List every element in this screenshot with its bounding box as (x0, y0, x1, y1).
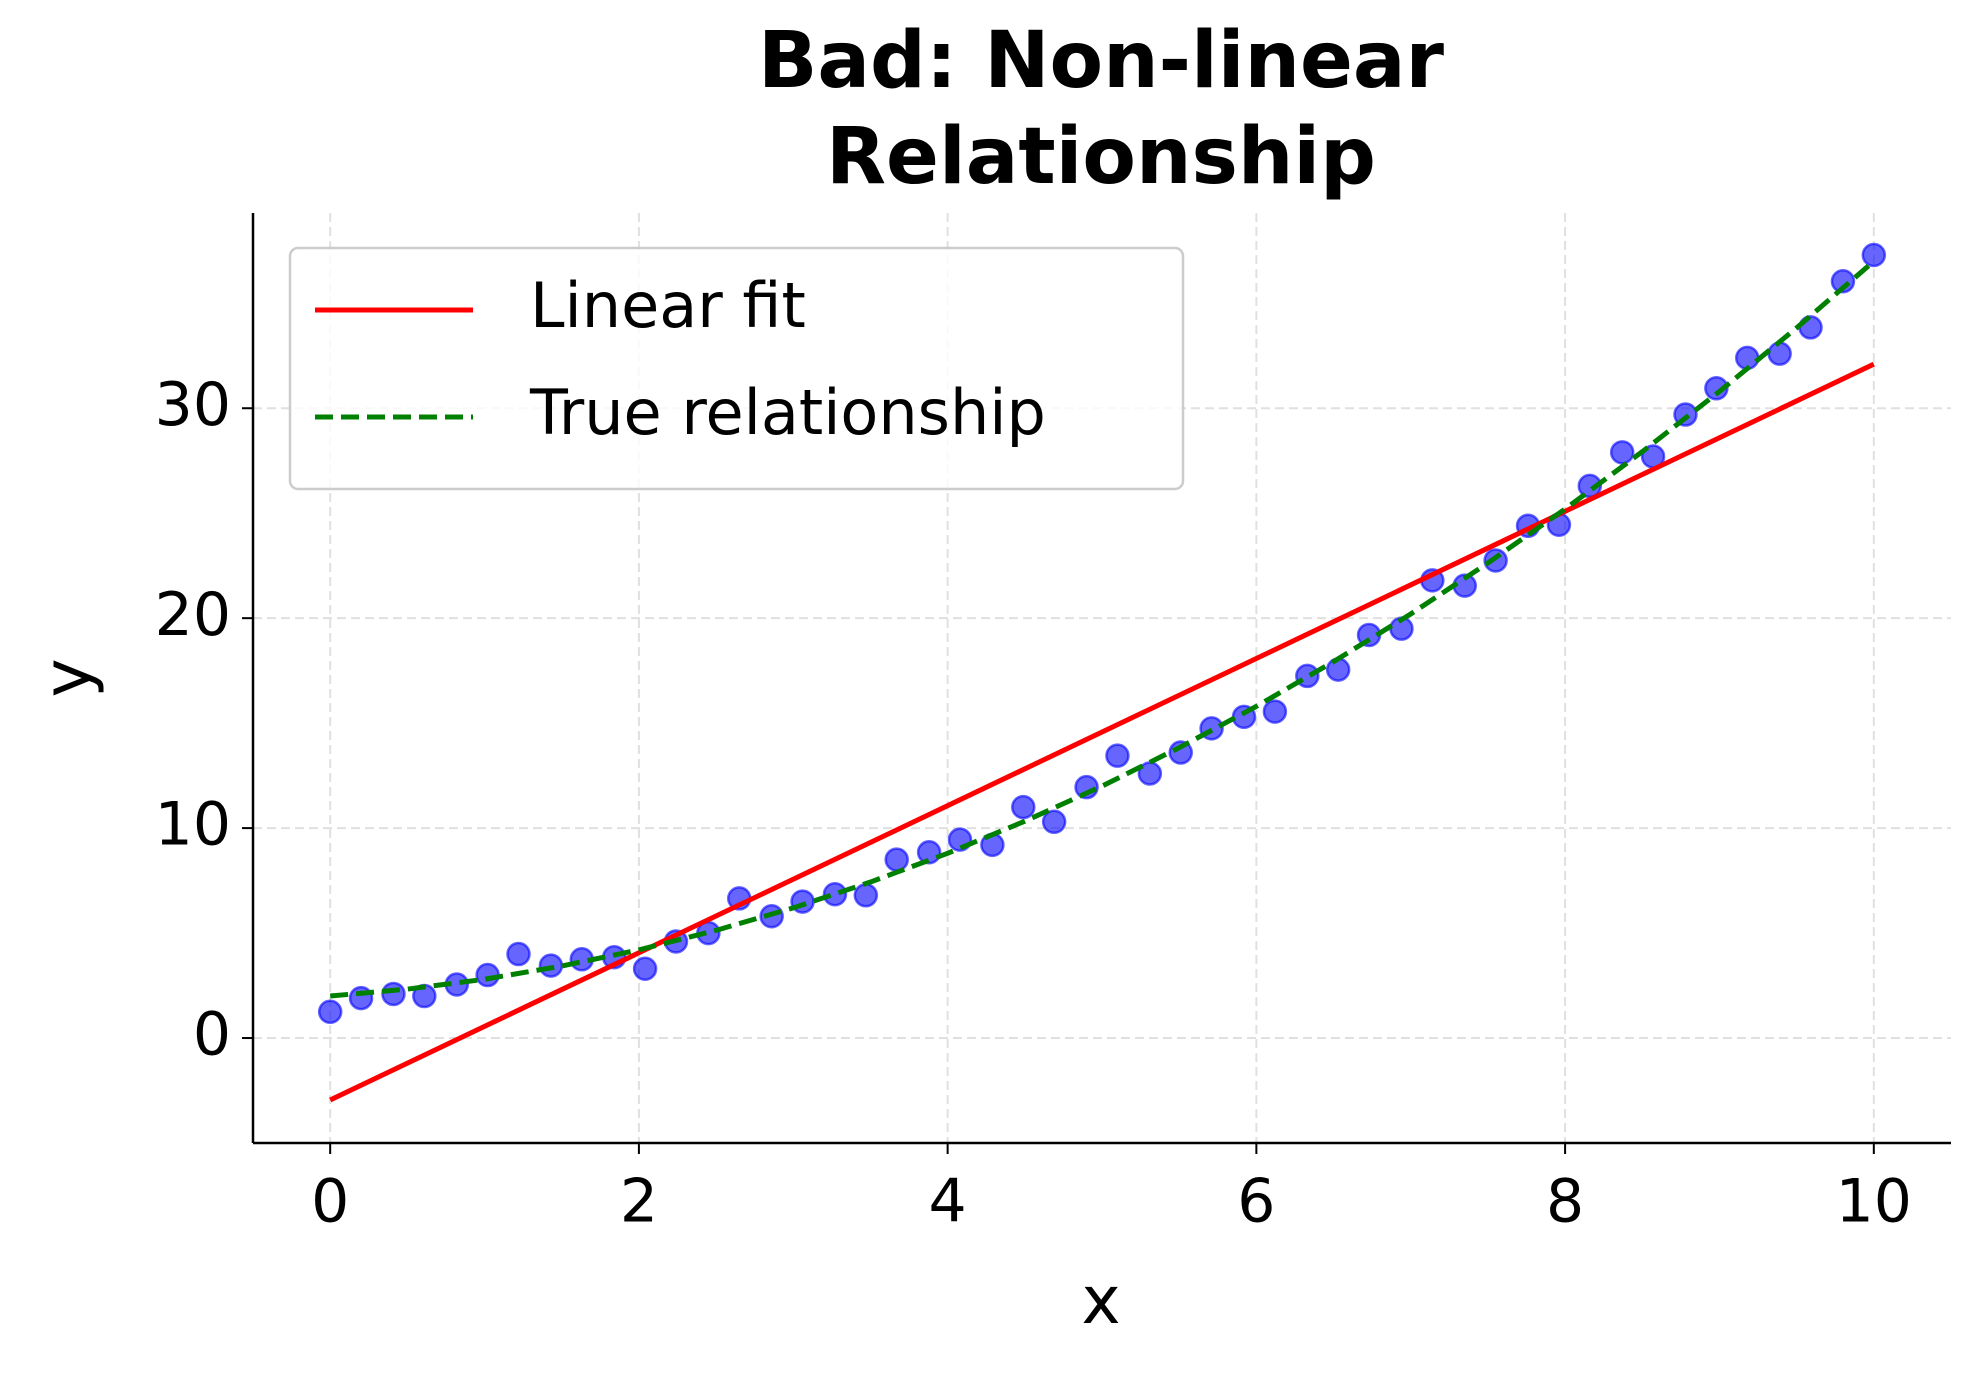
y-axis-label: y (29, 658, 106, 697)
data-point (1262, 699, 1288, 724)
series-line (329, 361, 1875, 1103)
data-point (1861, 242, 1887, 268)
chart-title: Bad: Non-linear Relationship (758, 16, 1445, 202)
x-tick-label: 10 (1836, 1167, 1912, 1237)
data-point (1011, 794, 1036, 820)
data-point (1767, 341, 1792, 366)
x-tick-label: 2 (620, 1167, 658, 1237)
legend-label: True relationship (529, 376, 1046, 449)
legend: Linear fit True relationship (288, 246, 1185, 491)
data-point (381, 981, 406, 1007)
x-axis-label: x (1081, 1262, 1120, 1339)
series-line (329, 259, 1876, 999)
y-tick-label: 20 (155, 580, 231, 650)
x-tick-label: 4 (929, 1167, 967, 1237)
data-point (884, 847, 909, 872)
legend-label: Linear fit (530, 269, 806, 342)
data-point (1609, 440, 1635, 465)
x-tick-label: 6 (1237, 1167, 1275, 1237)
data-point (1105, 743, 1130, 768)
data-point (506, 941, 531, 967)
data-point (1041, 809, 1067, 835)
legend-box (288, 246, 1185, 491)
data-point (632, 956, 658, 982)
data-point (1325, 657, 1351, 682)
x-tick-label: 8 (1546, 1167, 1584, 1237)
data-point (916, 839, 942, 865)
x-tick-label: 0 (311, 1167, 349, 1237)
data-point (853, 883, 879, 908)
data-point (1830, 268, 1856, 294)
data-point (317, 999, 343, 1025)
data-point (1137, 761, 1163, 786)
data-point (822, 881, 848, 907)
y-tick-label: 30 (155, 370, 231, 440)
y-tick-label: 0 (193, 1000, 231, 1070)
y-tick-label: 10 (155, 790, 231, 860)
data-point (1704, 376, 1729, 401)
